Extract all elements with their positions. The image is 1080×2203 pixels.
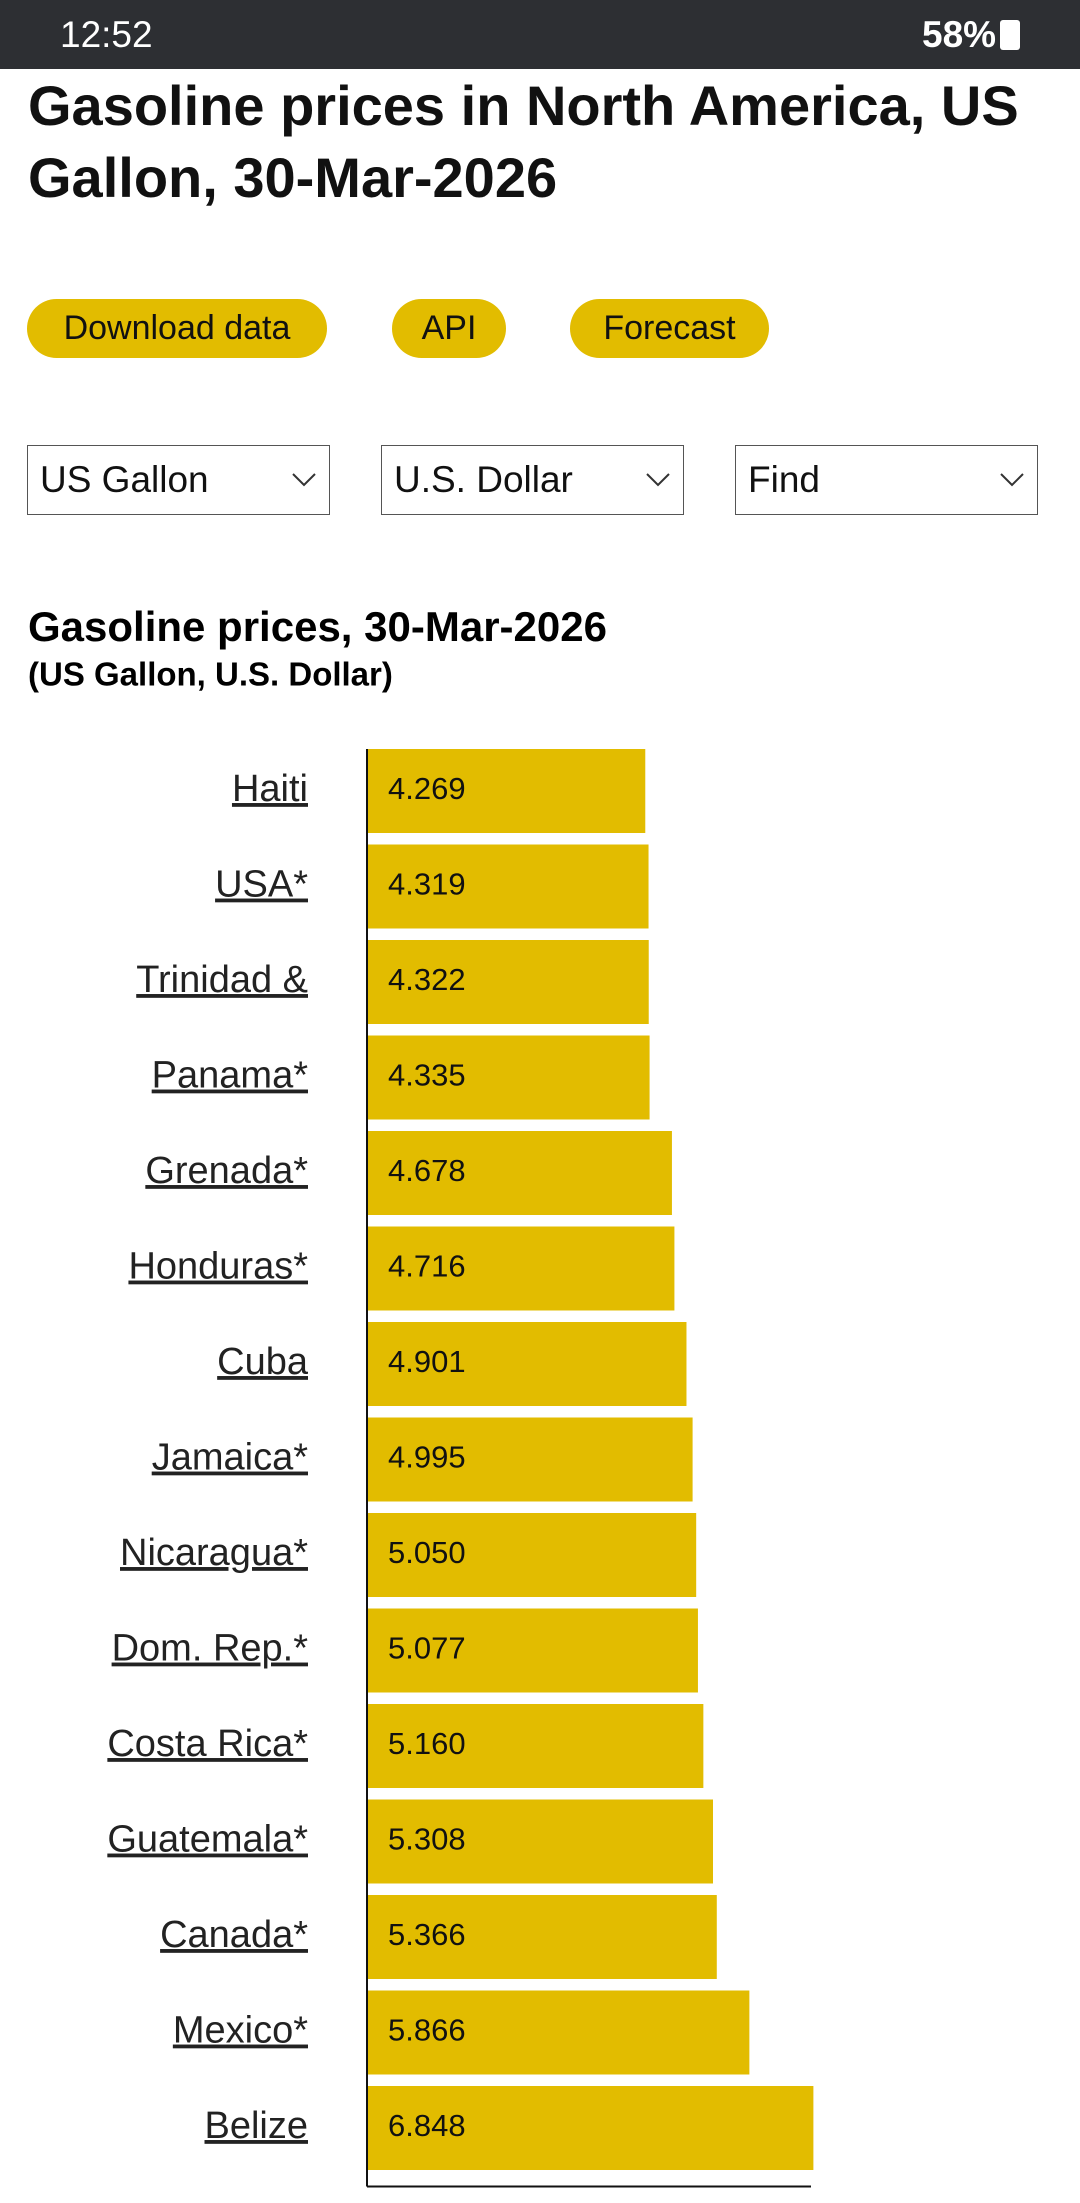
value-label: 4.716 <box>388 1249 466 1284</box>
page-title: Gasoline prices in North America, US Gal… <box>28 74 1019 209</box>
value-label: 6.848 <box>388 2108 466 2143</box>
bar <box>367 940 649 1024</box>
value-label: 5.050 <box>388 1535 466 1570</box>
api-button[interactable]: API <box>392 299 506 358</box>
battery-icon <box>1000 20 1020 50</box>
forecast-button[interactable]: Forecast <box>570 299 769 358</box>
bar <box>367 1799 714 1884</box>
battery-level: 58% <box>922 14 997 55</box>
category-label[interactable]: Panama* <box>152 1055 309 1097</box>
value-label: 5.160 <box>388 1726 466 1761</box>
category-label[interactable]: Mexico* <box>173 2010 308 2052</box>
select-text: US Gallon <box>40 459 209 500</box>
value-label: 4.322 <box>388 962 466 997</box>
select-text: U.S. Dollar <box>394 459 573 500</box>
value-label: 5.308 <box>388 1822 466 1857</box>
chevron <box>1000 473 1024 487</box>
bar <box>367 1131 672 1215</box>
bar <box>367 1990 750 2075</box>
value-label: 4.319 <box>388 867 466 902</box>
bar <box>367 1035 650 1120</box>
download-button[interactable]: Download data <box>27 299 327 358</box>
chart-title: Gasoline prices, 30-Mar-2026 <box>28 603 607 650</box>
category-label[interactable]: Cuba <box>217 1341 309 1383</box>
bar <box>367 749 646 833</box>
category-label[interactable]: Trinidad & <box>136 959 308 1001</box>
bar <box>367 1226 675 1311</box>
chevron <box>646 473 670 487</box>
chart-subtitle: (US Gallon, U.S. Dollar) <box>28 656 393 693</box>
value-label: 4.678 <box>388 1153 466 1188</box>
category-label[interactable]: Canada* <box>160 1914 308 1956</box>
bar <box>367 1608 698 1693</box>
bar <box>367 1704 704 1788</box>
unit-select[interactable]: US Gallon <box>27 445 330 515</box>
category-label[interactable]: Belize <box>205 2105 309 2147</box>
category-label[interactable]: Grenada* <box>145 1150 308 1192</box>
status-bar: 12:52 58% <box>0 0 1080 69</box>
bar <box>367 844 649 929</box>
category-label[interactable]: Haiti <box>232 768 308 810</box>
value-label: 4.269 <box>388 771 466 806</box>
chevron <box>292 473 316 487</box>
category-label[interactable]: Guatemala* <box>107 1819 308 1861</box>
bar <box>367 1513 697 1597</box>
currency-select[interactable]: U.S. Dollar <box>381 445 684 515</box>
bar <box>367 1895 717 1979</box>
chart: Gasoline prices, 30-Mar-2026 (US Gallon,… <box>28 603 814 2188</box>
select-text: Find <box>748 459 820 500</box>
category-label[interactable]: Honduras* <box>128 1246 308 1288</box>
category-label[interactable]: Costa Rica* <box>107 1723 308 1765</box>
category-label[interactable]: Dom. Rep.* <box>112 1628 309 1670</box>
bar <box>367 1417 693 1502</box>
category-label[interactable]: Jamaica* <box>152 1437 308 1479</box>
find-select[interactable]: Find <box>735 445 1038 515</box>
category-label[interactable]: Nicaragua* <box>120 1532 308 1574</box>
value-label: 5.366 <box>388 1917 466 1952</box>
category-label[interactable]: USA* <box>215 864 308 906</box>
value-label: 4.901 <box>388 1344 466 1379</box>
value-label: 4.995 <box>388 1440 466 1475</box>
bar <box>367 1322 687 1406</box>
value-label: 5.866 <box>388 2013 466 2048</box>
value-label: 5.077 <box>388 1631 466 1666</box>
value-label: 4.335 <box>388 1058 466 1093</box>
bar <box>367 2086 814 2170</box>
time: 12:52 <box>60 14 153 55</box>
